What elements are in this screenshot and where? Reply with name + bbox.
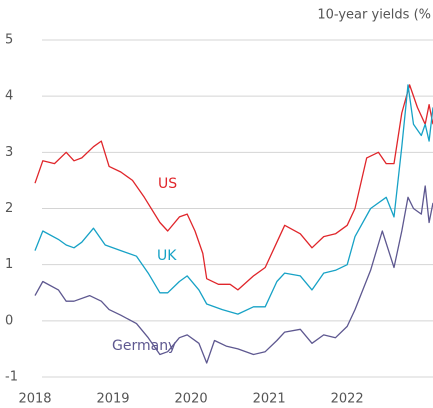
y-tick-label: 2	[5, 201, 13, 216]
y-tick-label: 1	[5, 257, 13, 272]
y-tick-label: 5	[5, 33, 13, 48]
series-label: Germany	[112, 338, 176, 354]
x-tick-label: 2021	[253, 392, 286, 407]
chart-title: 10-year yields (%	[317, 8, 431, 23]
y-tick-label: -1	[5, 370, 18, 385]
series-label: UK	[157, 248, 177, 264]
x-tick-label: 2020	[175, 392, 208, 407]
series-line	[34, 185, 433, 364]
y-tick-label: 0	[5, 313, 13, 328]
x-tick-label: 2018	[18, 392, 51, 407]
x-tick-label: 2019	[96, 392, 129, 407]
series-label: US	[158, 176, 177, 192]
y-tick-label: 3	[5, 145, 13, 160]
y-tick-label: 4	[5, 89, 13, 104]
series-line	[34, 84, 433, 291]
x-tick-label: 2022	[331, 392, 364, 407]
series-line	[34, 84, 433, 315]
